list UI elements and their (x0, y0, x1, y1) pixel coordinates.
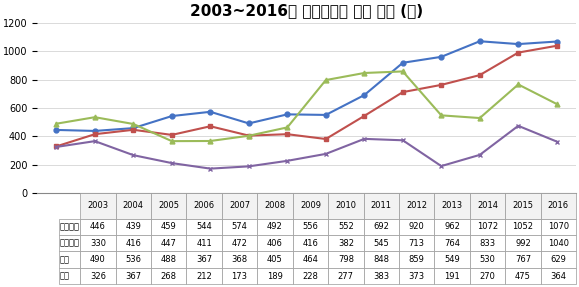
직무유기 (168, 114, 175, 118)
수룰 (554, 102, 560, 106)
직무유기 (554, 40, 560, 43)
수룰 (245, 134, 252, 137)
증룰 (477, 153, 483, 157)
수룰 (168, 139, 175, 143)
직권남용 (361, 114, 368, 118)
직무유기 (361, 93, 368, 97)
직무유기 (323, 113, 329, 117)
수룰 (361, 71, 368, 75)
수룰 (438, 114, 445, 117)
직권남용 (53, 145, 60, 148)
직권남용 (207, 125, 214, 128)
Line: 직무유기: 직무유기 (54, 39, 559, 133)
수룰 (515, 83, 522, 86)
증룰 (245, 165, 252, 168)
직무유기 (207, 110, 214, 114)
직권남용 (400, 90, 406, 94)
증룰 (91, 139, 98, 143)
직권남용 (323, 137, 329, 141)
직무유기 (284, 113, 291, 116)
직무유기 (515, 42, 522, 46)
Line: 수룰: 수룰 (54, 69, 559, 144)
증룰 (323, 152, 329, 156)
직권남용 (554, 44, 560, 48)
증룰 (130, 154, 137, 157)
증룰 (207, 167, 214, 170)
직무유기 (130, 126, 137, 130)
직무유기 (91, 129, 98, 133)
수룰 (323, 78, 329, 82)
수룰 (284, 126, 291, 129)
직권남용 (515, 51, 522, 54)
Title: 2003~2016년 공무원범죄 발생 현황 (건): 2003~2016년 공무원범죄 발생 현황 (건) (190, 3, 423, 18)
직권남용 (130, 128, 137, 131)
Line: 직권남용: 직권남용 (54, 43, 559, 149)
증룰 (515, 124, 522, 127)
수룰 (400, 70, 406, 73)
직권남용 (91, 133, 98, 136)
증룰 (284, 159, 291, 162)
수룰 (53, 122, 60, 125)
직무유기 (477, 40, 483, 43)
직권남용 (168, 133, 175, 137)
직권남용 (438, 83, 445, 87)
증룰 (361, 137, 368, 141)
직권남용 (245, 134, 252, 137)
직무유기 (438, 55, 445, 59)
직무유기 (245, 122, 252, 125)
수룰 (477, 116, 483, 120)
수룰 (207, 139, 214, 143)
증룰 (53, 145, 60, 149)
직권남용 (477, 73, 483, 77)
증룰 (168, 161, 175, 165)
증룰 (400, 139, 406, 142)
직권남용 (284, 133, 291, 136)
수룰 (91, 115, 98, 119)
수룰 (130, 122, 137, 126)
증룰 (438, 164, 445, 168)
Line: 증룰: 증룰 (54, 123, 559, 171)
직무유기 (400, 61, 406, 65)
증룰 (554, 140, 560, 143)
직무유기 (53, 128, 60, 132)
